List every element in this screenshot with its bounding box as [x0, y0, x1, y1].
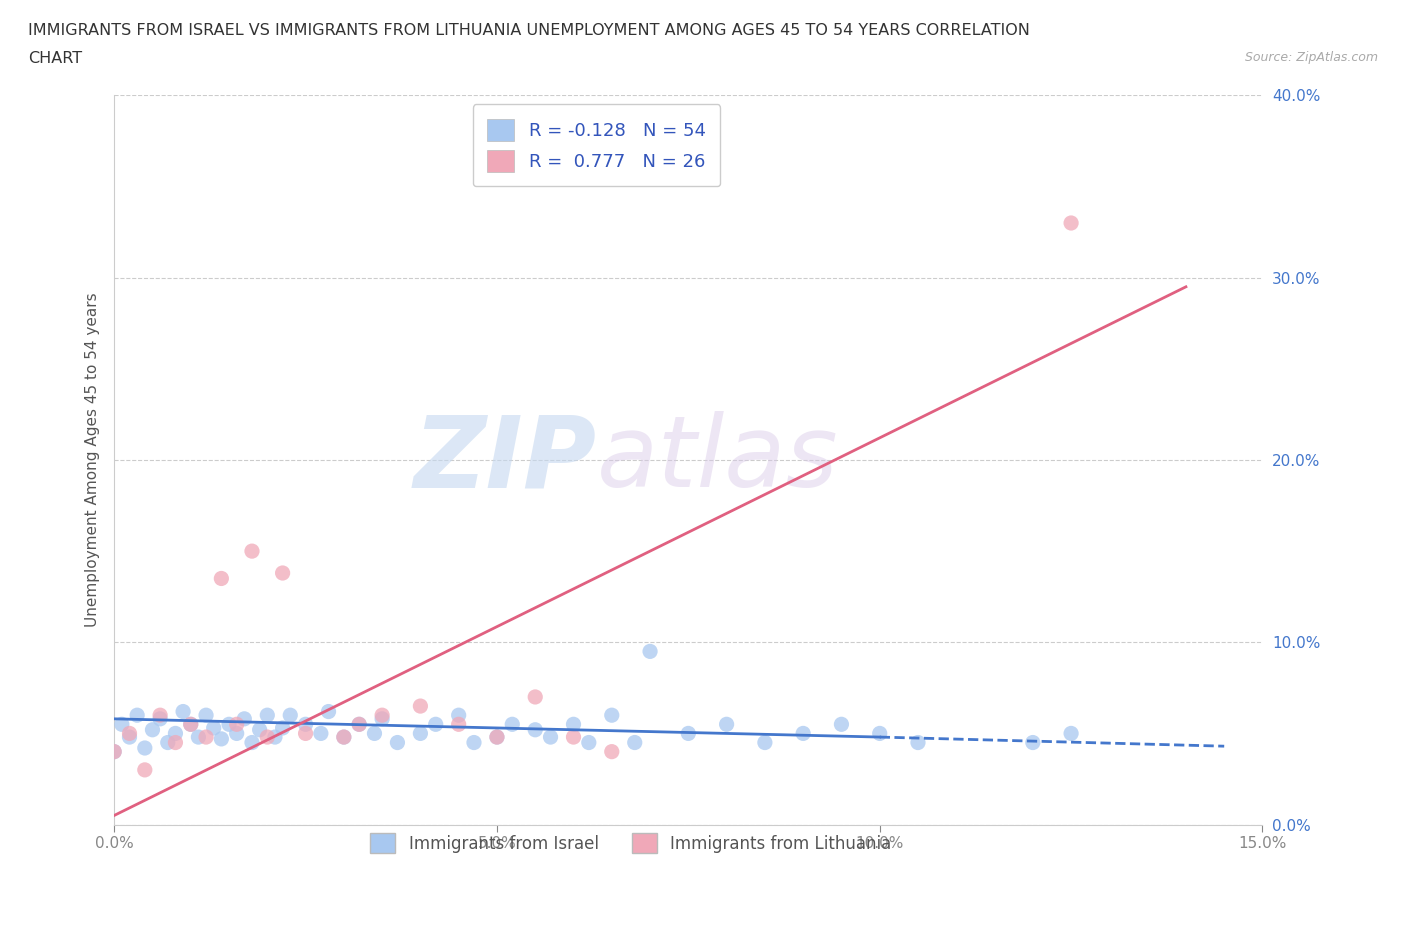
Point: [264, 730, 287, 745]
Point: [118, 730, 141, 745]
Point: [294, 717, 316, 732]
Point: [371, 708, 394, 723]
Point: [678, 726, 700, 741]
Point: [485, 730, 508, 745]
Point: [240, 735, 263, 750]
Point: [165, 726, 187, 741]
Point: [485, 730, 508, 745]
Point: [1022, 735, 1045, 750]
Point: [141, 723, 163, 737]
Point: [202, 721, 225, 736]
Point: [830, 717, 852, 732]
Point: [172, 704, 194, 719]
Point: [256, 730, 278, 745]
Point: [600, 708, 623, 723]
Point: [409, 698, 432, 713]
Point: [149, 711, 172, 726]
Point: [240, 544, 263, 559]
Point: [195, 708, 218, 723]
Point: [103, 744, 125, 759]
Point: [256, 708, 278, 723]
Text: CHART: CHART: [28, 51, 82, 66]
Point: [271, 565, 294, 580]
Point: [103, 744, 125, 759]
Point: [447, 717, 470, 732]
Point: [180, 717, 202, 732]
Point: [387, 735, 409, 750]
Point: [294, 726, 316, 741]
Point: [425, 717, 447, 732]
Point: [187, 730, 209, 745]
Point: [578, 735, 600, 750]
Point: [907, 735, 929, 750]
Point: [118, 726, 141, 741]
Point: [278, 708, 301, 723]
Point: [638, 644, 661, 658]
Point: [249, 723, 271, 737]
Point: [111, 717, 134, 732]
Point: [195, 730, 218, 745]
Point: [309, 726, 332, 741]
Point: [149, 708, 172, 723]
Point: [562, 730, 585, 745]
Point: [225, 726, 247, 741]
Point: [134, 763, 156, 777]
Point: [233, 711, 256, 726]
Point: [447, 708, 470, 723]
Point: [600, 744, 623, 759]
Point: [318, 704, 340, 719]
Text: ZIP: ZIP: [413, 411, 596, 509]
Point: [792, 726, 814, 741]
Point: [333, 730, 356, 745]
Point: [409, 726, 432, 741]
Point: [180, 717, 202, 732]
Point: [347, 717, 370, 732]
Point: [127, 708, 149, 723]
Point: [1060, 726, 1083, 741]
Point: [363, 726, 385, 741]
Text: IMMIGRANTS FROM ISRAEL VS IMMIGRANTS FROM LITHUANIA UNEMPLOYMENT AMONG AGES 45 T: IMMIGRANTS FROM ISRAEL VS IMMIGRANTS FRO…: [28, 23, 1031, 38]
Point: [562, 717, 585, 732]
Point: [540, 730, 562, 745]
Point: [209, 732, 232, 747]
Point: [347, 717, 370, 732]
Point: [524, 689, 547, 704]
Point: [463, 735, 485, 750]
Point: [156, 735, 179, 750]
Y-axis label: Unemployment Among Ages 45 to 54 years: Unemployment Among Ages 45 to 54 years: [86, 293, 100, 628]
Point: [134, 740, 156, 755]
Point: [333, 730, 356, 745]
Point: [716, 717, 738, 732]
Point: [754, 735, 776, 750]
Legend: Immigrants from Israel, Immigrants from Lithuania: Immigrants from Israel, Immigrants from …: [364, 827, 898, 860]
Point: [524, 723, 547, 737]
Point: [218, 717, 240, 732]
Text: Source: ZipAtlas.com: Source: ZipAtlas.com: [1244, 51, 1378, 64]
Point: [271, 721, 294, 736]
Point: [371, 711, 394, 726]
Point: [1060, 216, 1083, 231]
Point: [209, 571, 232, 586]
Point: [165, 735, 187, 750]
Point: [869, 726, 891, 741]
Point: [225, 717, 247, 732]
Point: [623, 735, 645, 750]
Point: [501, 717, 523, 732]
Text: atlas: atlas: [596, 411, 838, 509]
